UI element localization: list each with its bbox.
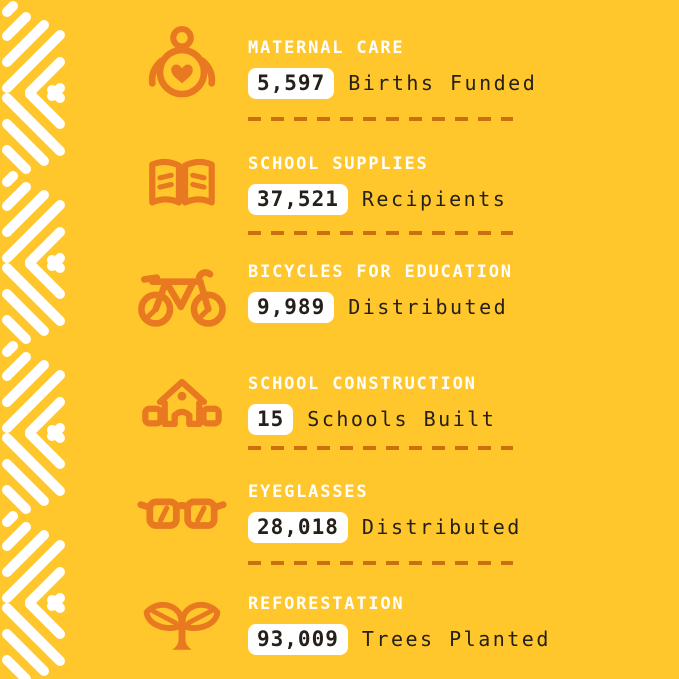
stat-row-maternal-care: MATERNAL CARE 5,597 Births Funded bbox=[134, 22, 537, 114]
stat-row-school-construction: SCHOOL CONSTRUCTION 15 Schools Built bbox=[134, 358, 496, 450]
open-book-icon bbox=[149, 158, 215, 206]
stat-value: 93,009 bbox=[248, 623, 348, 655]
stat-row-eyeglasses: EYEGLASSES 28,018 Distributed bbox=[134, 466, 522, 558]
stat-label: Recipients bbox=[361, 187, 508, 211]
school-building-icon bbox=[142, 378, 222, 428]
herringbone-pattern-stripe bbox=[0, 0, 66, 679]
dashed-divider bbox=[248, 231, 513, 235]
stat-title: EYEGLASSES bbox=[248, 481, 369, 502]
dashed-divider bbox=[248, 446, 513, 450]
stat-value: 15 bbox=[248, 403, 294, 435]
maternal-care-icon bbox=[148, 26, 216, 98]
stat-title: MATERNAL CARE bbox=[248, 37, 405, 58]
eyeglasses-icon bbox=[137, 498, 227, 529]
stat-label: Schools Built bbox=[307, 407, 497, 431]
stat-value: 9,989 bbox=[248, 291, 335, 323]
bicycle-icon bbox=[138, 269, 226, 327]
stat-title: REFORESTATION bbox=[248, 593, 405, 614]
stat-title: SCHOOL SUPPLIES bbox=[248, 153, 429, 174]
stat-label: Trees Planted bbox=[361, 627, 551, 651]
dashed-divider bbox=[248, 561, 513, 565]
stat-row-bicycles: BICYCLES FOR EDUCATION 9,989 Distributed bbox=[134, 246, 513, 338]
stat-title: SCHOOL CONSTRUCTION bbox=[248, 373, 477, 394]
seedling-icon bbox=[143, 601, 221, 650]
stat-title: BICYCLES FOR EDUCATION bbox=[248, 261, 513, 282]
stat-label: Births Funded bbox=[348, 71, 538, 95]
stat-row-school-supplies: SCHOOL SUPPLIES 37,521 Recipients bbox=[134, 138, 507, 230]
stat-value: 28,018 bbox=[248, 511, 348, 543]
dashed-divider bbox=[248, 117, 513, 121]
stat-label: Distributed bbox=[348, 295, 509, 319]
stat-row-reforestation: REFORESTATION 93,009 Trees Planted bbox=[134, 578, 551, 670]
stat-value: 37,521 bbox=[248, 183, 348, 215]
stat-value: 5,597 bbox=[248, 67, 335, 99]
stat-label: Distributed bbox=[361, 515, 522, 539]
